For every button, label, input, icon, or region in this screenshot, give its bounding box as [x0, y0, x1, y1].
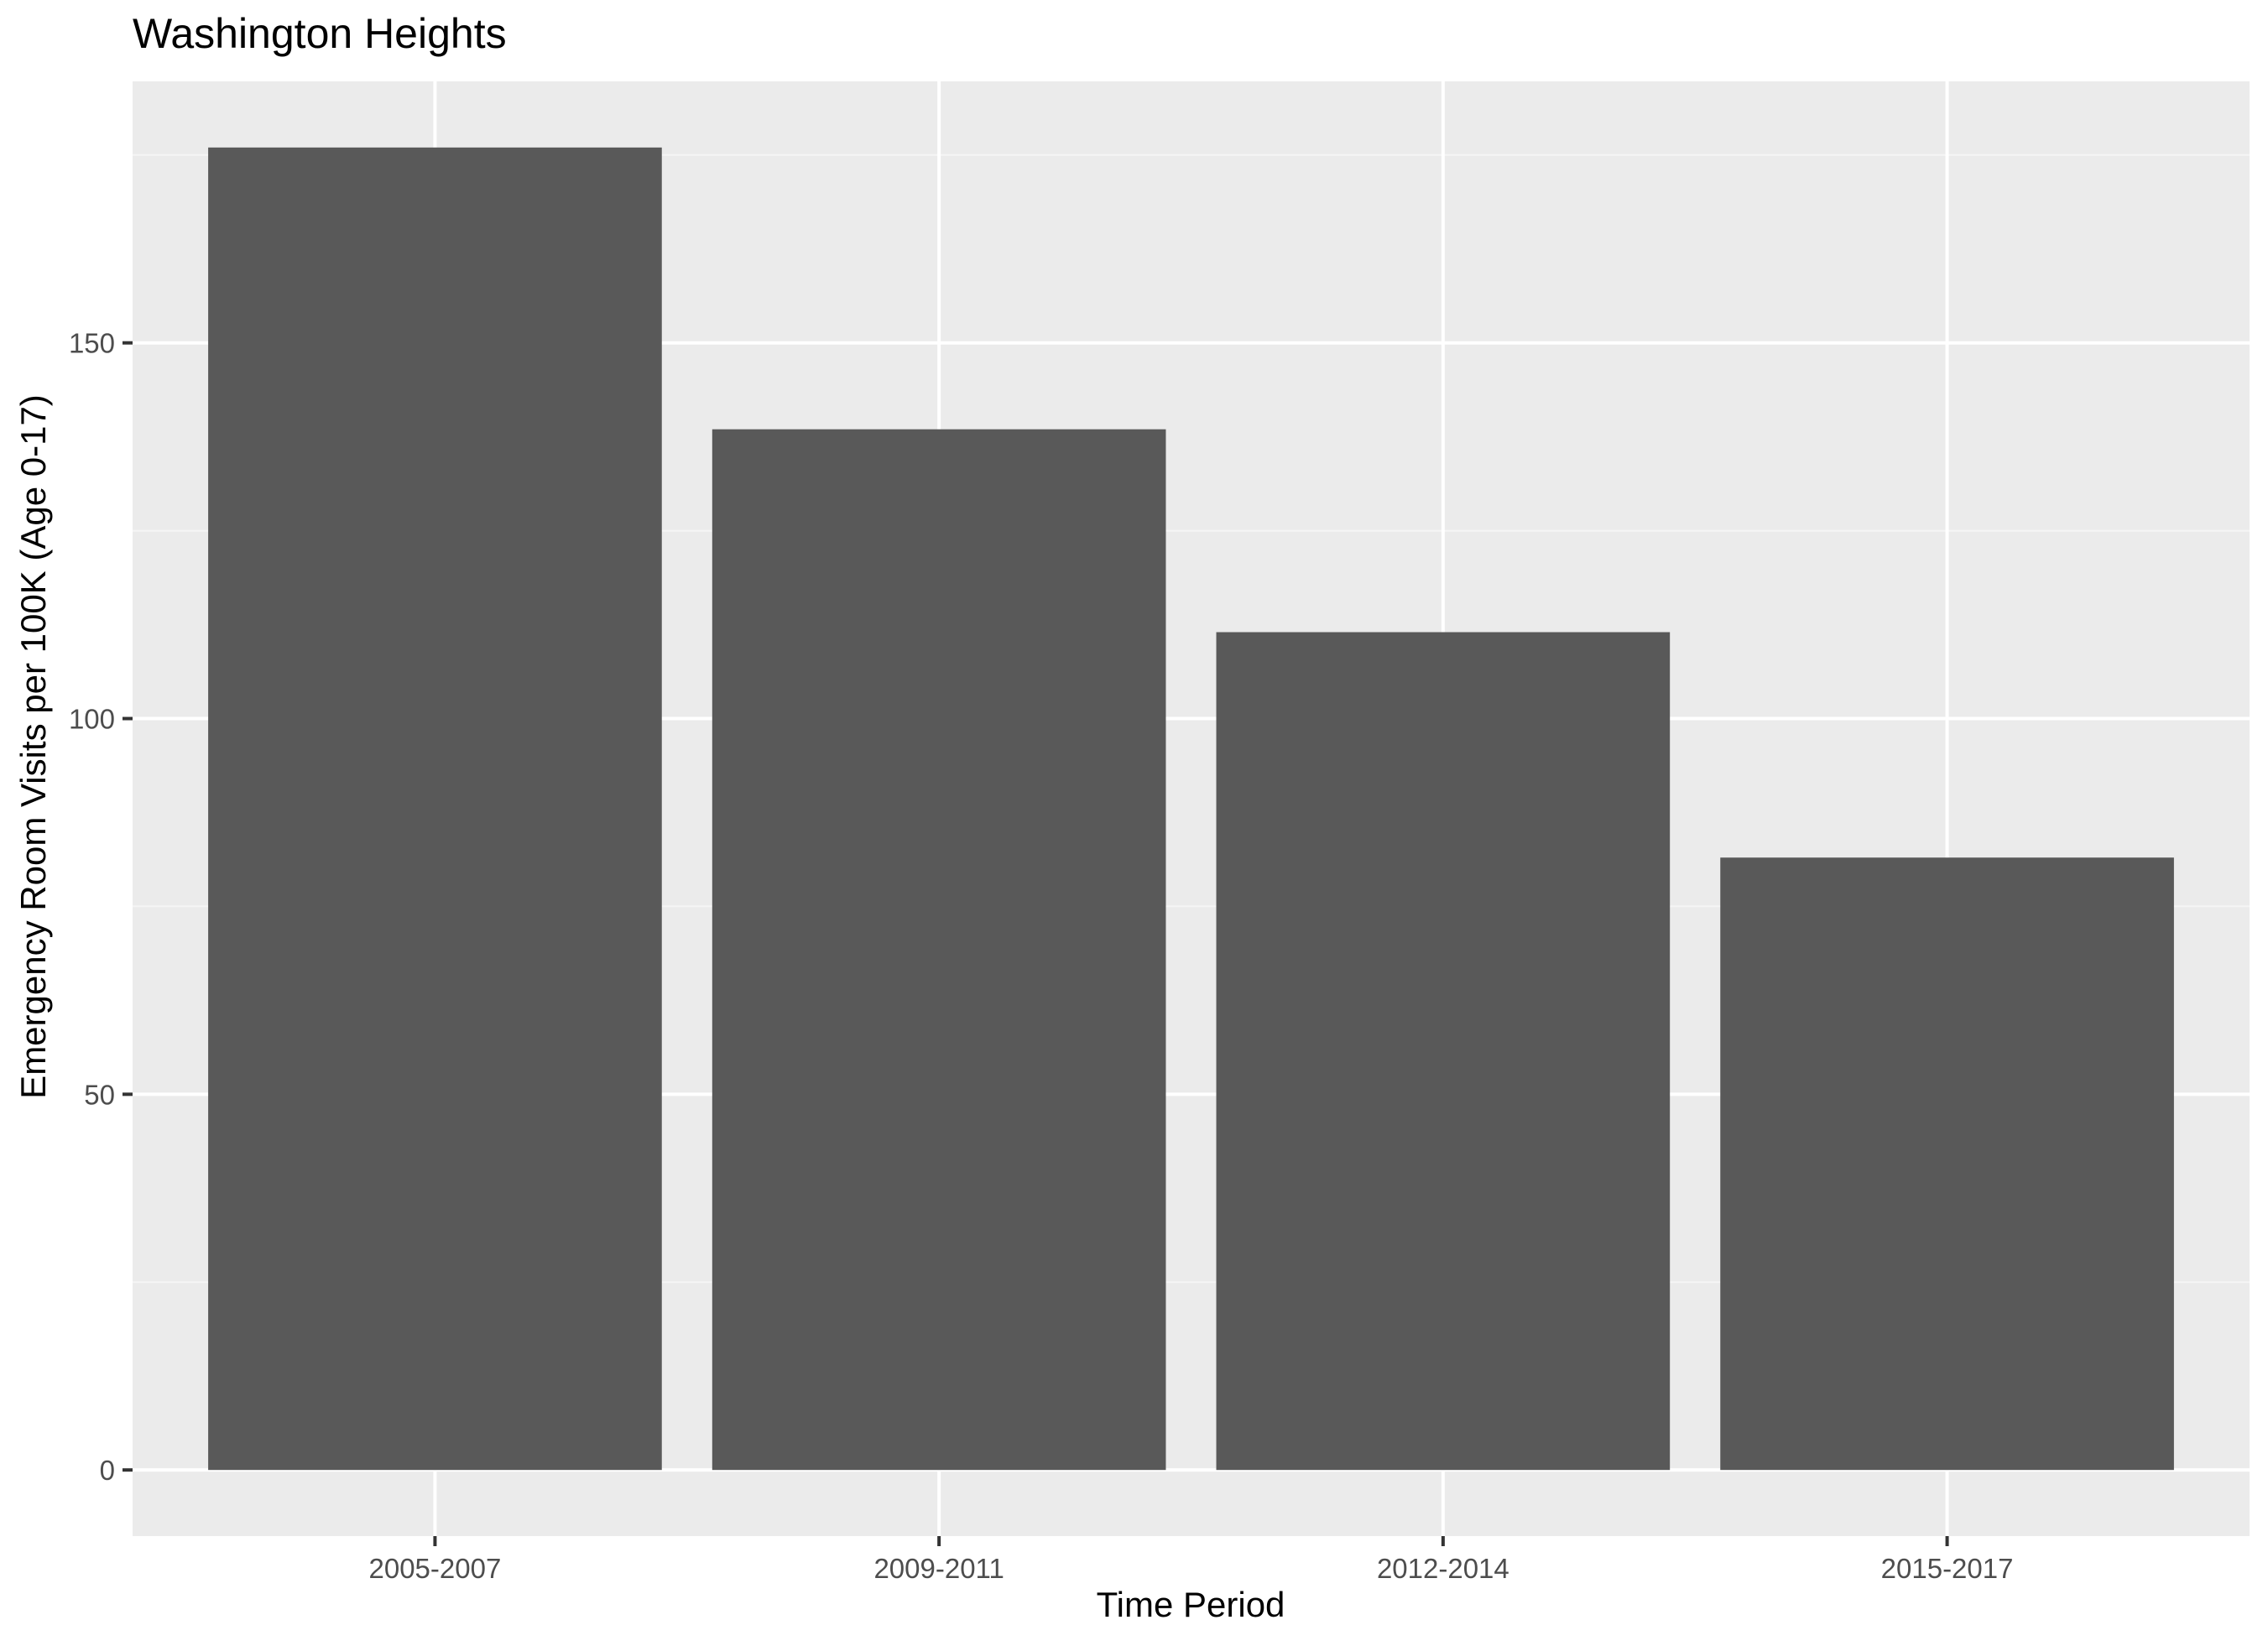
- y-axis: 0 50 100 150: [69, 328, 133, 1486]
- bar-2015-2017: [1720, 857, 2174, 1471]
- y-tick-label-100: 100: [69, 704, 115, 735]
- y-tick-label-0: 0: [100, 1455, 115, 1486]
- y-axis-title: Emergency Room Visits per 100K (Age 0-17…: [13, 394, 53, 1099]
- y-tick-label-150: 150: [69, 328, 115, 359]
- x-tick-label-2005-2007: 2005-2007: [369, 1553, 502, 1584]
- bars: [208, 147, 2174, 1471]
- x-axis: 2005-2007 2009-2011 2012-2014 2015-2017: [369, 1536, 2014, 1584]
- x-tick-label-2012-2014: 2012-2014: [1377, 1553, 1509, 1584]
- x-tick-label-2015-2017: 2015-2017: [1881, 1553, 2014, 1584]
- y-tick-label-50: 50: [84, 1079, 115, 1110]
- bar-2005-2007: [208, 147, 662, 1471]
- x-axis-title: Time Period: [1097, 1585, 1285, 1624]
- bar-2012-2014: [1216, 632, 1671, 1471]
- chart-title: Washington Heights: [133, 10, 507, 57]
- bar-2009-2011: [712, 429, 1166, 1471]
- x-tick-label-2009-2011: 2009-2011: [873, 1553, 1004, 1584]
